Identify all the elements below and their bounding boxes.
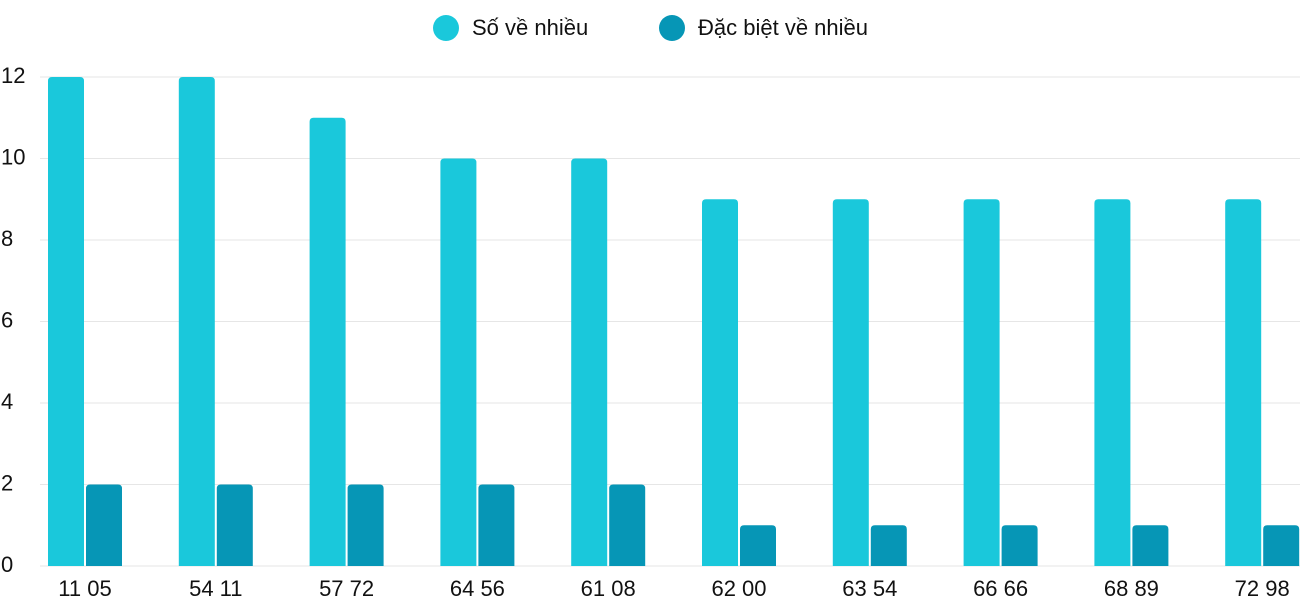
bar	[1001, 525, 1038, 566]
bar	[178, 77, 215, 566]
x-tick-label: 68 89	[1104, 576, 1159, 600]
y-tick-label: 8	[1, 226, 13, 251]
bar	[963, 199, 1000, 566]
bar	[1094, 199, 1131, 566]
legend-label: Đặc biệt về nhiều	[698, 15, 868, 40]
x-tick-label: 11 05	[58, 576, 111, 600]
x-tick-label: 54 11	[189, 576, 242, 600]
x-tick-label: 61 08	[581, 576, 636, 600]
y-tick-label: 0	[1, 552, 13, 577]
y-tick-label: 4	[1, 389, 13, 414]
x-tick-label: 63 54	[842, 576, 897, 600]
y-tick-label: 10	[1, 144, 25, 169]
bar	[309, 117, 346, 566]
bar	[1225, 199, 1262, 566]
x-tick-label: 57 72	[319, 576, 374, 600]
bar	[702, 199, 738, 566]
bar	[86, 484, 122, 566]
bar	[1263, 525, 1300, 566]
bar	[609, 484, 646, 566]
bar	[216, 484, 253, 566]
y-tick-label: 2	[1, 470, 13, 495]
bar	[440, 158, 477, 566]
y-tick-label: 12	[1, 63, 25, 88]
legend-swatch	[659, 15, 685, 41]
y-tick-label: 6	[1, 307, 13, 332]
bar	[1132, 525, 1169, 566]
bar	[347, 484, 384, 566]
bar	[478, 484, 515, 566]
x-tick-label: 62 00	[711, 576, 766, 600]
bar	[740, 525, 776, 566]
x-tick-label: 72 98	[1235, 576, 1290, 600]
x-tick-label: 64 56	[450, 576, 505, 600]
legend-swatch	[433, 15, 459, 41]
bar	[571, 158, 608, 566]
bar	[48, 77, 84, 566]
bar	[870, 525, 907, 566]
x-tick-label: 66 66	[973, 576, 1028, 600]
bar	[832, 199, 869, 566]
legend-label: Số về nhiều	[472, 15, 588, 40]
